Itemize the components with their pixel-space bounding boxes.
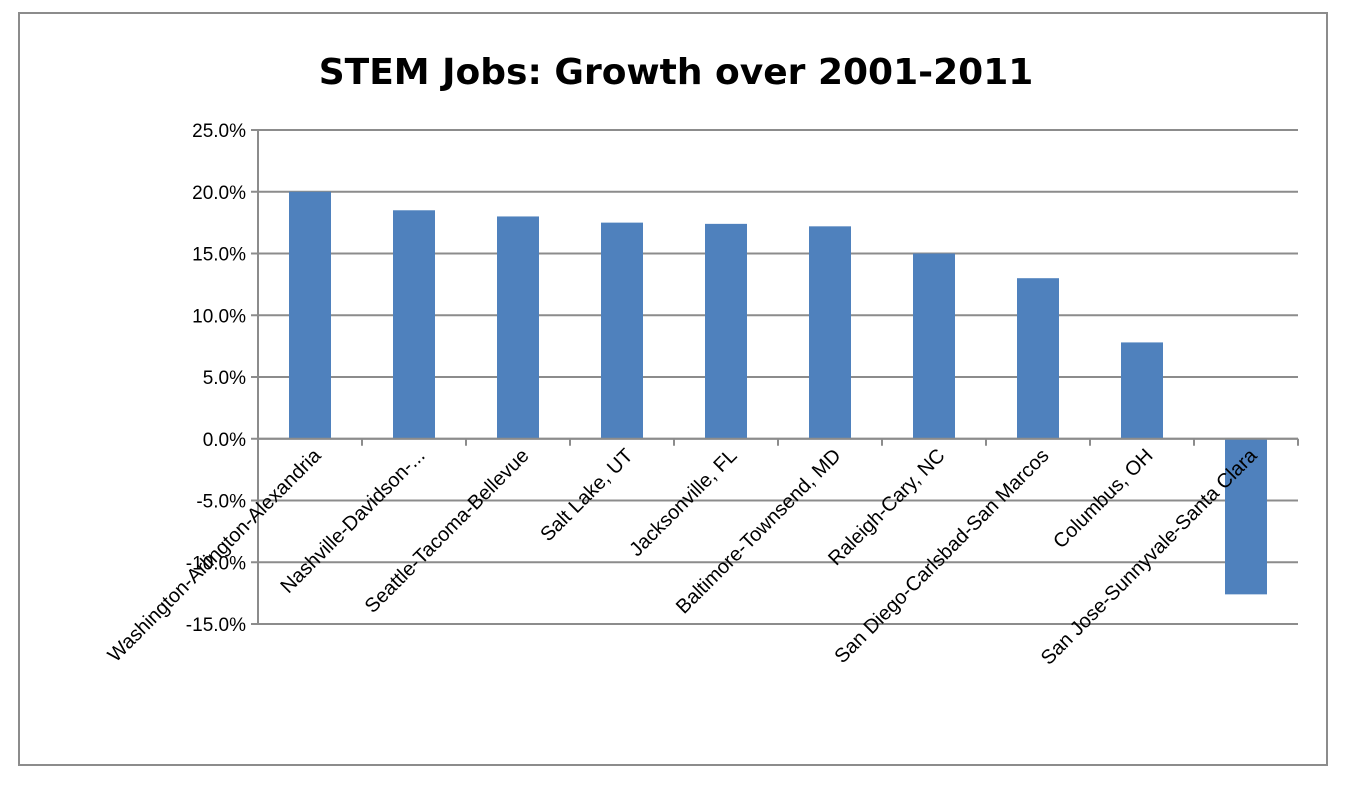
bar: [601, 222, 643, 439]
axes: [257, 130, 1299, 624]
bar: [913, 253, 955, 439]
y-tick-label: 5.0%: [203, 368, 246, 389]
bar: [497, 216, 539, 439]
bar: [809, 226, 851, 439]
category-labels: Washington-Arlington-AlexandriaNashville…: [104, 444, 1262, 669]
x-category-label: Baltimore-Townsend, MD: [672, 445, 846, 619]
y-tick-label: -15.0%: [186, 615, 246, 636]
bar: [393, 210, 435, 439]
x-category-label: Jacksonville, FL: [625, 445, 741, 561]
y-axis-ticks: 25.0% 20.0% 15.0% 10.0% 5.0% 0.0% -5.0% -10.0% -…: [186, 121, 246, 636]
y-tick-label: -10.0%: [186, 553, 246, 574]
bar: [705, 223, 747, 439]
y-tick-label: 0.0%: [203, 430, 246, 451]
x-category-label: San Diego-Carlsbad-San Marcos: [830, 445, 1053, 668]
bar: [289, 191, 331, 439]
bar: [1017, 278, 1059, 439]
bar: [1121, 342, 1163, 439]
y-tick-label: 20.0%: [192, 183, 246, 204]
chart-title: STEM Jobs: Growth over 2001-2011: [319, 52, 1034, 93]
bars: [289, 191, 1267, 595]
y-tick-label: 15.0%: [192, 245, 246, 266]
y-tick-label: -5.0%: [196, 492, 246, 513]
bar: [1225, 438, 1267, 595]
x-category-label: Columbus, OH: [1049, 445, 1157, 553]
y-tick-label: 25.0%: [192, 121, 246, 142]
y-tick-label: 10.0%: [192, 306, 246, 327]
chart-frame: [18, 12, 1328, 766]
x-category-label: Salt Lake, UT: [536, 445, 637, 546]
